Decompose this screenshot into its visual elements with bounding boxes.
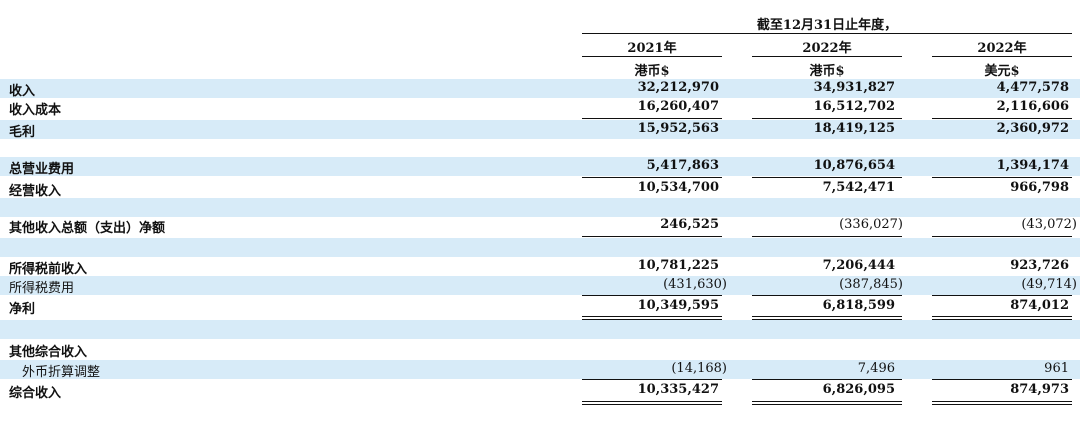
total-double-rule (0, 401, 1080, 407)
value-cell: 1,394,174 (996, 158, 1069, 173)
value-cell: (431,630) (663, 277, 727, 292)
column-underline (582, 56, 722, 57)
value-cell: 18,419,125 (813, 121, 895, 136)
table-row: 其他综合收入 (0, 340, 1080, 360)
value-cell: (387,845) (839, 277, 903, 292)
value-cell: 874,012 (1010, 298, 1069, 313)
table-row (0, 198, 1080, 217)
value-cell: 246,525 (660, 217, 719, 232)
table-row: 综合收入 10,335,427 6,826,095 874,973 (0, 381, 1080, 401)
table-row: 收入成本 16,260,407 16,512,702 2,116,606 (0, 98, 1080, 118)
table-row: 外币折算调整 (14,168) 7,496 961 (0, 360, 1080, 380)
row-label: 所得税费用 (9, 281, 75, 296)
table-row (0, 238, 1080, 257)
value-cell: 10,534,700 (637, 180, 719, 195)
table-row (0, 320, 1080, 339)
column-underline (752, 56, 902, 57)
column-year-2022: 2022年 (802, 41, 852, 56)
column-currency-hkd: 港币$ (809, 64, 845, 79)
subtotal-rule (0, 177, 1080, 183)
table-row: 净利 10,349,595 6,818,599 874,012 (0, 297, 1080, 317)
value-cell: 2,360,972 (996, 121, 1069, 136)
table-row: 所得税前收入 10,781,225 7,206,444 923,726 (0, 257, 1080, 277)
value-cell: (14,168) (671, 361, 727, 376)
row-label: 经营收入 (9, 184, 62, 199)
subtotal-rule (0, 236, 1080, 242)
period-underline (582, 33, 1072, 34)
table-row: 经营收入 10,534,700 7,542,471 966,798 (0, 179, 1080, 199)
column-underline (932, 56, 1072, 57)
value-cell: 10,781,225 (637, 258, 719, 273)
value-cell: 7,496 (857, 361, 895, 376)
row-label: 收入成本 (9, 103, 62, 118)
value-cell: 10,349,595 (637, 298, 719, 313)
value-cell: 7,206,444 (822, 258, 895, 273)
column-year-2021: 2021年 (627, 41, 677, 56)
row-label: 综合收入 (9, 386, 62, 401)
value-cell: (49,714) (1021, 277, 1077, 292)
value-cell: 7,542,471 (822, 180, 895, 195)
value-cell: 32,212,970 (637, 80, 719, 95)
table-row: 其他收入总额（支出）净额 246,525 (336,027) (43,072) (0, 216, 1080, 236)
value-cell: 923,726 (1010, 258, 1069, 273)
value-cell: 874,973 (1010, 382, 1069, 397)
value-cell: 16,512,702 (813, 99, 895, 114)
row-label: 毛利 (9, 125, 36, 140)
subtotal-rule (0, 379, 1080, 385)
table-row: 所得税费用 (431,630) (387,845) (49,714) (0, 276, 1080, 296)
table-row: 毛利 15,952,563 18,419,125 2,360,972 (0, 120, 1080, 140)
value-cell: 966,798 (1010, 180, 1069, 195)
value-cell: 16,260,407 (637, 99, 719, 114)
column-currency-usd: 美元$ (984, 64, 1020, 79)
row-label: 所得税前收入 (9, 262, 88, 277)
value-cell: 5,417,863 (646, 158, 719, 173)
row-label: 总营业费用 (9, 162, 75, 177)
value-cell: 6,818,599 (822, 298, 895, 313)
row-label: 外币折算调整 (22, 365, 101, 380)
value-cell: 10,335,427 (637, 382, 719, 397)
column-year-2022-usd: 2022年 (977, 41, 1027, 56)
row-label: 收入 (9, 84, 36, 99)
value-cell: 10,876,654 (813, 158, 895, 173)
subtotal-rule (0, 118, 1080, 124)
value-cell: 2,116,606 (996, 99, 1069, 114)
value-cell: 4,477,578 (996, 80, 1069, 95)
period-header: 截至12月31日止年度， (756, 18, 898, 33)
value-cell: 6,826,095 (822, 382, 895, 397)
value-cell: (43,072) (1021, 217, 1077, 232)
value-cell: (336,027) (839, 217, 903, 232)
value-cell: 961 (1044, 361, 1069, 376)
row-label: 其他收入总额（支出）净额 (9, 221, 166, 236)
row-label: 净利 (9, 302, 36, 317)
column-currency-hkd: 港币$ (634, 64, 670, 79)
row-label: 其他综合收入 (9, 345, 88, 360)
table-row (0, 139, 1080, 158)
total-double-rule (0, 316, 1080, 322)
value-cell: 15,952,563 (637, 121, 719, 136)
value-cell: 34,931,827 (813, 80, 895, 95)
subtotal-rule (0, 295, 1080, 301)
table-row: 总营业费用 5,417,863 10,876,654 1,394,174 (0, 157, 1080, 177)
table-row: 收入 32,212,970 34,931,827 4,477,578 (0, 79, 1080, 99)
